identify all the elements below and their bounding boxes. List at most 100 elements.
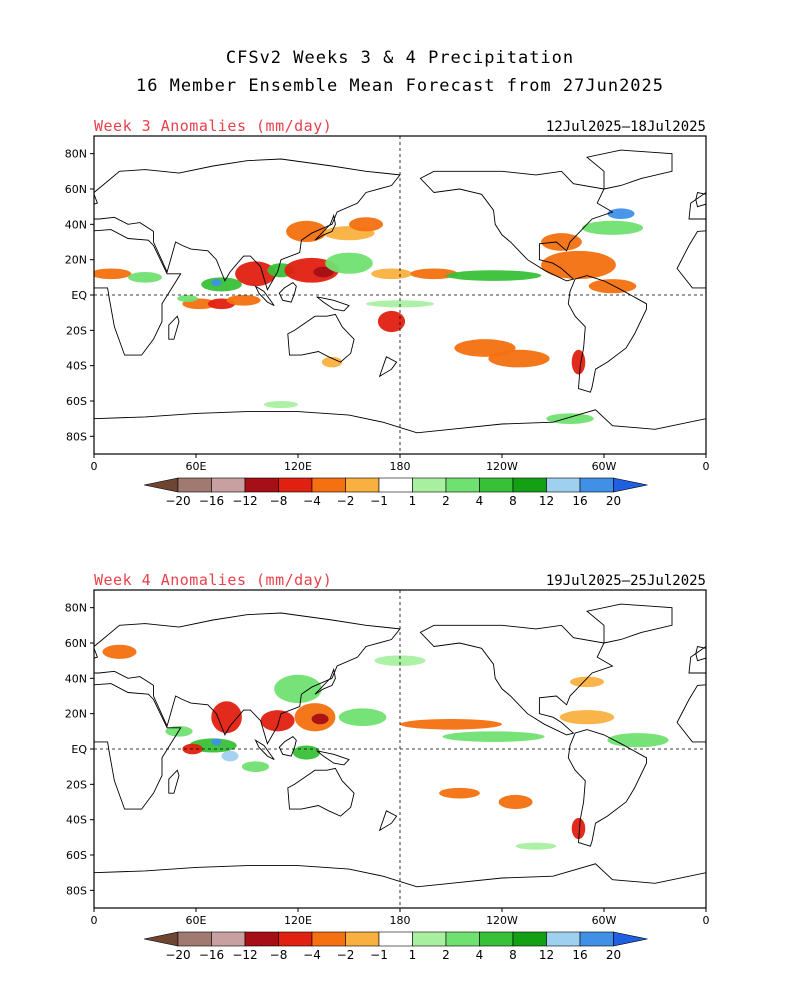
lon-label: 0 bbox=[703, 914, 710, 927]
anomaly-region bbox=[226, 295, 261, 306]
lat-label: EQ bbox=[71, 743, 87, 756]
panel-1-title: Week 3 Anomalies (mm/day) bbox=[94, 117, 333, 135]
lat-label: 80N bbox=[65, 148, 87, 161]
colorbar-segment bbox=[311, 931, 346, 947]
anomaly-region bbox=[546, 413, 594, 424]
colorbar-segment bbox=[512, 931, 547, 947]
colorbar-label: −4 bbox=[303, 494, 321, 508]
colorbar-arrow-right bbox=[613, 477, 648, 493]
coastline-antarctica bbox=[705, 418, 706, 454]
coastline-japan bbox=[314, 667, 336, 695]
lon-label: 180 bbox=[390, 914, 411, 927]
colorbar-segment bbox=[546, 477, 581, 493]
coastline-africa bbox=[94, 229, 182, 356]
coastline-borneo bbox=[278, 282, 297, 303]
lon-label: 60E bbox=[186, 914, 207, 927]
coastline-new-guinea bbox=[316, 296, 350, 312]
map-panel-1: 80N 60N 40N 20N EQ 20S 40S 60S 80S 0 60E 120E 180 120… bbox=[65, 135, 710, 473]
colorbar-label: −4 bbox=[303, 948, 321, 962]
colorbar-label: 16 bbox=[572, 948, 587, 962]
anomaly-region bbox=[264, 401, 298, 409]
anomaly-region bbox=[102, 644, 137, 659]
colorbar-segment bbox=[311, 477, 346, 493]
panel-1-date-range: 12Jul2025–18Jul2025 bbox=[545, 119, 706, 135]
colorbar-label: 4 bbox=[476, 494, 484, 508]
anomaly-region bbox=[211, 279, 222, 287]
lat-label: 60N bbox=[65, 183, 87, 196]
colorbar-label: −20 bbox=[165, 494, 190, 508]
anomaly-region bbox=[400, 718, 502, 730]
colorbar-label: −1 bbox=[370, 494, 388, 508]
coastline-south-america bbox=[567, 729, 647, 847]
anomaly-region bbox=[235, 261, 276, 287]
anomaly-region bbox=[325, 252, 373, 274]
coastline-north-america bbox=[419, 624, 614, 736]
coastline-uk bbox=[94, 647, 98, 659]
anomaly-region bbox=[439, 787, 480, 799]
coastline-sumatra bbox=[254, 284, 275, 307]
coastline-japan bbox=[314, 213, 336, 241]
lon-label: 0 bbox=[91, 914, 98, 927]
anomaly-region bbox=[292, 745, 321, 760]
colorbar-label: 8 bbox=[509, 948, 517, 962]
anomaly-region bbox=[515, 842, 557, 850]
coastline-sumatra bbox=[254, 738, 275, 761]
title-line-2: 16 Member Ensemble Mean Forecast from 27… bbox=[135, 76, 665, 96]
coastline-australia bbox=[287, 767, 355, 817]
anomaly-region bbox=[581, 220, 644, 235]
lon-label: 60E bbox=[186, 460, 207, 473]
colorbar-label: 8 bbox=[509, 494, 517, 508]
colorbar-label: 12 bbox=[539, 494, 554, 508]
colorbar-segment bbox=[378, 477, 413, 493]
anomaly-region bbox=[260, 710, 295, 732]
lat-label: 40N bbox=[65, 672, 87, 685]
anomaly-region bbox=[313, 266, 334, 278]
coastline-new-guinea bbox=[316, 750, 350, 766]
lon-label: 120W bbox=[486, 914, 518, 927]
coastline-madagascar bbox=[168, 769, 180, 794]
colorbar-label: 20 bbox=[606, 948, 621, 962]
lat-label: 20N bbox=[65, 708, 87, 721]
coastline-borneo bbox=[278, 736, 297, 757]
colorbar-segment bbox=[211, 931, 246, 947]
anomaly-region bbox=[177, 295, 198, 303]
coastline-antarctica bbox=[94, 863, 706, 908]
anomaly-region bbox=[571, 349, 586, 375]
colorbar-segment bbox=[345, 477, 380, 493]
lon-label: 180 bbox=[390, 460, 411, 473]
colorbar-segment bbox=[244, 477, 279, 493]
anomaly-region bbox=[211, 701, 242, 734]
coastline-greenland bbox=[585, 149, 673, 190]
colorbar-segment bbox=[378, 931, 413, 947]
anomaly-region bbox=[588, 279, 637, 294]
lon-label: 120W bbox=[486, 460, 518, 473]
lon-label: 120E bbox=[284, 914, 312, 927]
colorbar-label: −20 bbox=[165, 948, 190, 962]
coastline-madagascar bbox=[168, 315, 180, 340]
coastline-greenland bbox=[585, 603, 673, 644]
anomaly-region bbox=[570, 676, 604, 688]
coastlines bbox=[94, 149, 706, 454]
colorbar-label: −16 bbox=[199, 948, 224, 962]
anomaly-region bbox=[94, 268, 132, 280]
colorbar-segment bbox=[278, 931, 313, 947]
anomaly-region bbox=[274, 674, 322, 704]
colorbar-arrow-right bbox=[613, 931, 648, 947]
coastline-australia bbox=[287, 313, 355, 363]
colorbar-2: −20 −16 −12 −8 −4 −2 −1 1 2 4 8 12 16 20 bbox=[143, 931, 648, 962]
panel-2-title: Week 4 Anomalies (mm/day) bbox=[94, 571, 333, 589]
colorbar-segment bbox=[278, 477, 313, 493]
lat-label: 40S bbox=[66, 360, 87, 373]
anomaly-region bbox=[559, 710, 615, 725]
anomaly-region bbox=[374, 655, 426, 666]
colorbar-segment bbox=[177, 477, 212, 493]
anomaly-region bbox=[371, 268, 412, 280]
coastline-antarctica bbox=[94, 409, 706, 454]
coastline-uk bbox=[94, 193, 98, 205]
anomaly-region bbox=[410, 268, 458, 280]
lat-label: 80S bbox=[66, 430, 87, 443]
lat-label: 20S bbox=[66, 778, 87, 791]
colorbar-label: −2 bbox=[337, 494, 355, 508]
colorbar-label: 16 bbox=[572, 494, 587, 508]
